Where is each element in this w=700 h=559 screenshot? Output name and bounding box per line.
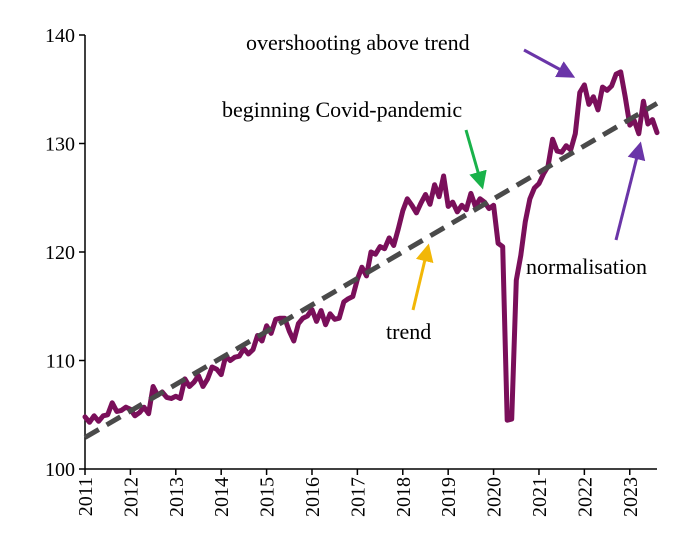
x-tick-label: 2019	[438, 477, 460, 517]
annotation-overshooting: overshooting above trend	[246, 30, 470, 55]
y-tick-label: 120	[45, 242, 75, 264]
annotation-trend: trend	[386, 319, 431, 344]
y-tick-label: 110	[46, 351, 75, 373]
x-tick-label: 2012	[120, 477, 142, 517]
actual-series-line	[82, 69, 660, 425]
x-tick-label: 2022	[574, 477, 596, 517]
x-ticks: 2011 2012 2013 2014 2015 2016 2017 2018 2019 2020…	[75, 469, 642, 517]
normalisation-arrow	[614, 141, 646, 241]
trend-line	[83, 101, 659, 440]
y-tick-label: 140	[45, 25, 75, 47]
y-tick-label: 100	[45, 459, 75, 481]
y-tick-label: 130	[45, 134, 75, 156]
x-tick-label: 2017	[347, 477, 369, 517]
x-tick-label: 2014	[211, 477, 233, 517]
x-tick-label: 2021	[529, 477, 551, 517]
x-tick-label: 2016	[302, 477, 324, 517]
series-layer	[82, 69, 660, 440]
overshoot-arrow	[523, 48, 576, 78]
covid-arrow	[464, 129, 487, 190]
trend-arrow	[411, 243, 434, 311]
annotation-normalisation: normalisation	[526, 254, 647, 279]
x-tick-label: 2018	[393, 477, 415, 517]
x-tick-label: 2020	[484, 477, 506, 517]
y-ticks: 100 110 120 130 140	[45, 25, 85, 481]
x-tick-label: 2015	[257, 477, 279, 517]
annotation-covid: beginning Covid-pandemic	[222, 97, 462, 122]
x-tick-label: 2011	[75, 477, 97, 516]
x-tick-label: 2023	[620, 477, 642, 517]
x-tick-label: 2013	[166, 477, 188, 517]
